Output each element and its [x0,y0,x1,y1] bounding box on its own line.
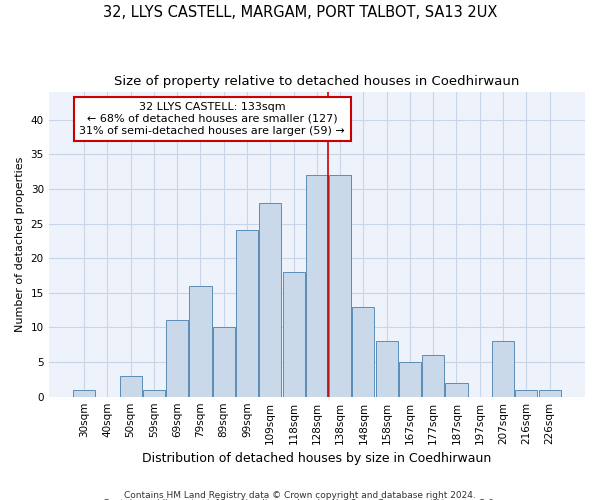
Text: Contains public sector information licensed under the Open Government Licence v3: Contains public sector information licen… [103,499,497,500]
Bar [329,175,351,396]
Bar [422,355,444,397]
Bar [515,390,538,396]
Bar [445,383,467,396]
Bar [166,320,188,396]
Bar [259,203,281,396]
Text: Contains HM Land Registry data © Crown copyright and database right 2024.: Contains HM Land Registry data © Crown c… [124,490,476,500]
Title: Size of property relative to detached houses in Coedhirwaun: Size of property relative to detached ho… [114,75,520,88]
Bar [212,328,235,396]
Bar [73,390,95,396]
Bar [539,390,560,396]
Bar [306,175,328,396]
Bar [236,230,258,396]
Bar [376,342,398,396]
Bar [399,362,421,396]
Y-axis label: Number of detached properties: Number of detached properties [15,156,25,332]
Bar [190,286,212,397]
Bar [492,342,514,396]
Bar [283,272,305,396]
Text: 32 LLYS CASTELL: 133sqm
← 68% of detached houses are smaller (127)
31% of semi-d: 32 LLYS CASTELL: 133sqm ← 68% of detache… [79,102,345,136]
Bar [143,390,165,396]
Bar [352,306,374,396]
Text: 32, LLYS CASTELL, MARGAM, PORT TALBOT, SA13 2UX: 32, LLYS CASTELL, MARGAM, PORT TALBOT, S… [103,5,497,20]
X-axis label: Distribution of detached houses by size in Coedhirwaun: Distribution of detached houses by size … [142,452,491,465]
Bar [119,376,142,396]
